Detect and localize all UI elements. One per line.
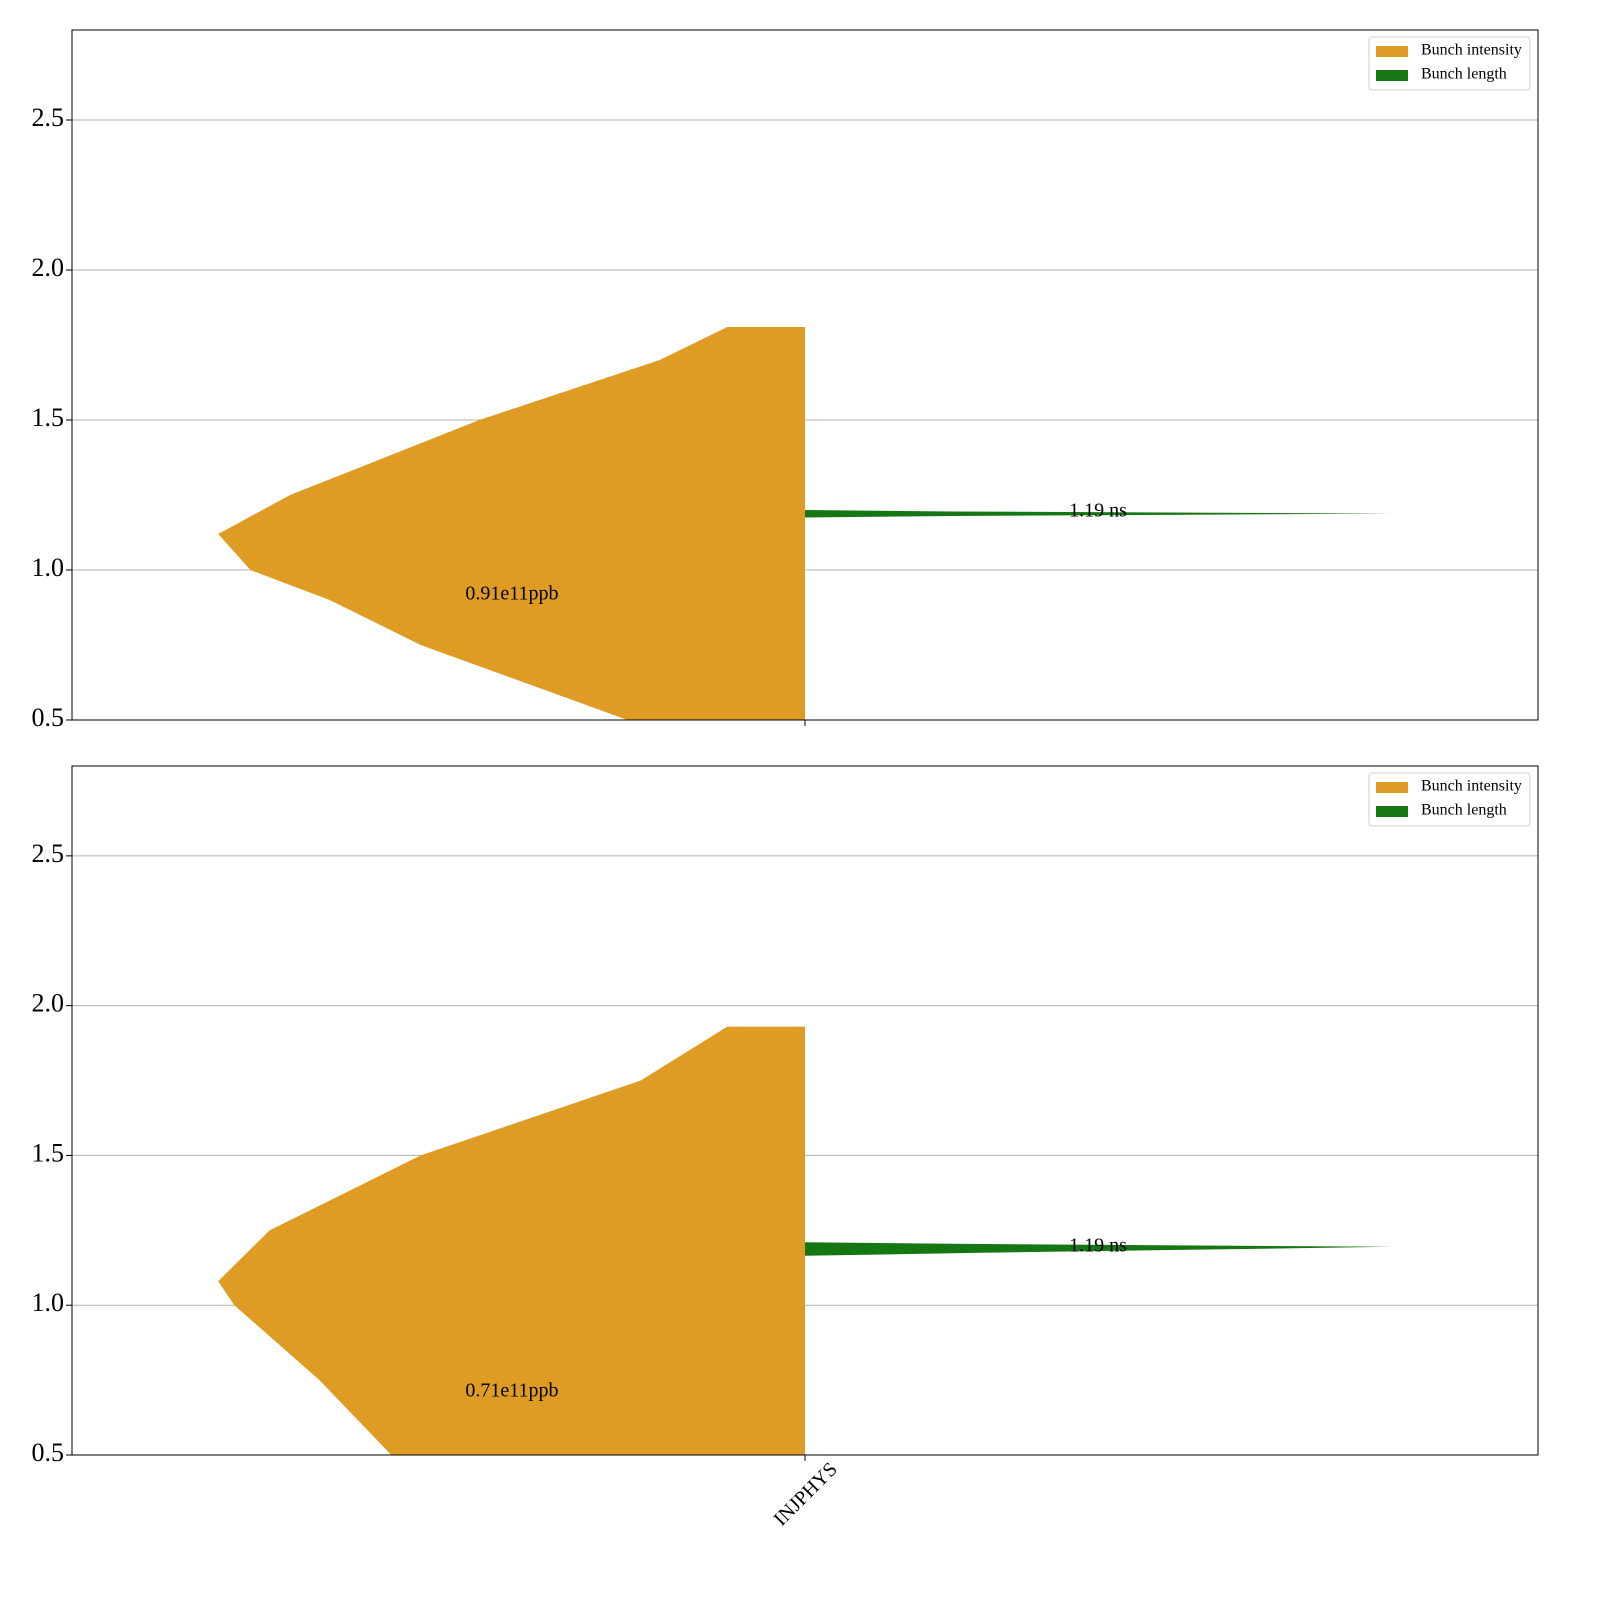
legend-label: Bunch intensity	[1421, 42, 1522, 59]
y-tick-label: 1.0	[32, 1288, 65, 1317]
legend-swatch	[1376, 806, 1408, 817]
y-tick-label: 0.5	[32, 1438, 65, 1467]
y-tick-label: 2.0	[32, 989, 65, 1018]
legend-box	[1368, 772, 1531, 827]
annotation: 1.19 ns	[1069, 500, 1127, 522]
y-tick-label: 2.5	[32, 103, 65, 132]
legend-label: Bunch intensity	[1421, 778, 1522, 795]
legend-swatch	[1376, 782, 1408, 793]
violin-half	[805, 1242, 1392, 1256]
legend-label: Bunch length	[1421, 802, 1507, 819]
y-tick-label: 1.5	[32, 1138, 65, 1167]
annotation: 1.19 ns	[1069, 1235, 1127, 1257]
y-tick-label: 1.5	[32, 403, 65, 432]
legend-swatch	[1376, 46, 1408, 57]
y-tick-label: 0.5	[32, 703, 65, 732]
violin-half	[218, 1026, 805, 1455]
y-tick-label: 1.0	[32, 553, 65, 582]
legend-box	[1368, 36, 1531, 91]
panel: 0.5 1.0 1.5 2.0 2.5 0.91e11ppb 1.19 ns Bunch in…	[32, 29, 1539, 732]
annotation: 0.71e11ppb	[465, 1380, 558, 1402]
y-tick-label: 2.0	[32, 253, 65, 282]
violin-half	[218, 327, 805, 720]
panel: 0.5 1.0 1.5 2.0 2.5 INJPHYS 0.71e11ppb 1.19 ns B…	[32, 765, 1539, 1530]
violin-half	[805, 510, 1392, 518]
x-tick-label: INJPHYS	[770, 1458, 842, 1530]
legend-swatch	[1376, 70, 1408, 81]
y-tick-label: 2.5	[32, 839, 65, 868]
annotation: 0.91e11ppb	[465, 583, 558, 605]
legend-label: Bunch length	[1421, 66, 1507, 83]
